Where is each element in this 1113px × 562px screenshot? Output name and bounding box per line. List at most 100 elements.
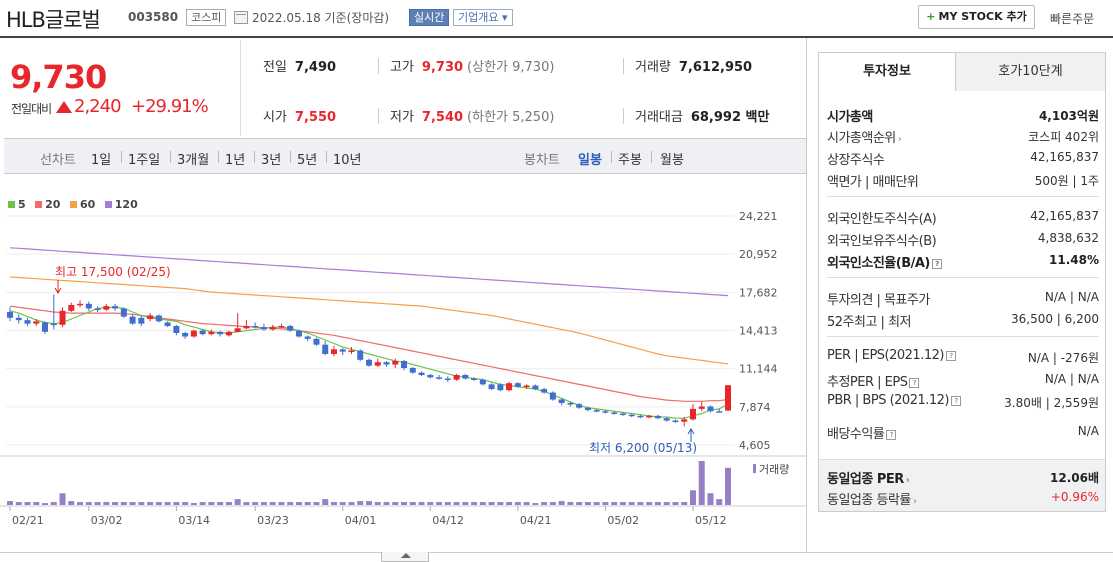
volume-bar — [138, 502, 145, 505]
volume-bar — [182, 502, 189, 505]
candle-body — [383, 362, 390, 365]
row-shares-listed: 상장주식수 42,165,837 — [827, 150, 1099, 168]
volume-bar — [24, 502, 31, 505]
candle-body — [155, 315, 162, 322]
volume-bar — [392, 502, 399, 505]
volume-legend: 거래량 — [759, 463, 789, 476]
row-per-eps[interactable]: PER | EPS(2021.12)? N/A | -276원 — [827, 348, 1099, 365]
candle-body — [147, 315, 154, 319]
change-label: 전일대비 — [11, 102, 52, 116]
volume-bar — [716, 499, 723, 505]
row-industry-change[interactable]: 동일업종 등락률 › +0.96% — [827, 490, 1099, 508]
volume-bar — [576, 502, 583, 505]
row-est-per-eps[interactable]: 추정PER | EPS? N/A | N/A — [827, 372, 1099, 390]
candle-body — [427, 375, 434, 378]
volume-bar — [462, 502, 469, 505]
base-date: 2022.05.18 기준(장마감) — [252, 11, 390, 25]
volume-bar — [234, 499, 241, 505]
period-1y[interactable]: 1년 — [225, 153, 246, 168]
period-3y[interactable]: 3년 — [261, 153, 282, 168]
candle-body — [313, 338, 320, 345]
annotation-low: 최저 6,200 (05/13) — [589, 441, 697, 455]
candle-body — [287, 325, 294, 331]
volume-bar — [672, 502, 679, 505]
chart-right-border — [806, 38, 807, 552]
row-market-cap: 시가총액 4,103억원 — [827, 109, 1099, 125]
row-industry-per[interactable]: 동일업종 PER › 12.06배 — [827, 471, 1099, 487]
volume-bar — [628, 502, 635, 505]
volume-bar — [637, 502, 644, 505]
chevron-right-icon: › — [912, 496, 917, 507]
volume-bar — [488, 502, 495, 505]
header-divider — [0, 36, 1113, 38]
candle-body — [619, 413, 626, 416]
price-chart[interactable]: 24,221 20,952 17,682 14,413 11,144 7,874 4,605… — [0, 176, 808, 552]
legend-ma120: 120 — [104, 198, 138, 211]
volume-bar — [549, 502, 556, 505]
row-market-cap-rank[interactable]: 시가총액순위 › 코스피 402위 — [827, 130, 1099, 146]
candle-body — [401, 361, 408, 369]
period-1d[interactable]: 1일 — [91, 153, 112, 168]
company-overview-dropdown[interactable]: 기업개요 ▾ — [453, 9, 513, 26]
x-tick-label: 03/02 — [91, 514, 123, 527]
candle-body — [584, 407, 591, 411]
candle-body — [479, 379, 486, 385]
row-52w-high-low: 52주최고 | 최저 36,500 | 6,200 — [827, 312, 1099, 330]
tab-orderbook[interactable]: 호가10단계 — [956, 53, 1105, 91]
candle-body — [409, 368, 416, 373]
quick-order-link[interactable]: 빠른주문 — [1050, 12, 1095, 26]
candle-body — [549, 392, 556, 400]
candle-body — [374, 362, 381, 366]
volume-bar — [654, 502, 661, 505]
chart-period-bar: 선차트 1일 1주일 3개월 1년 3년 5년 10년 봉차트 일봉 주봉 월봉 — [4, 138, 806, 174]
candle-body — [681, 419, 688, 422]
change-value: 2,240 — [74, 96, 122, 117]
investment-info-panel: 투자정보 호가10단계 시가총액 4,103억원 시가총액순위 › 코스피 402위 … — [818, 52, 1106, 512]
row-dividend-yield[interactable]: 배당수익률? N/A — [827, 424, 1099, 442]
help-icon: ? — [931, 259, 942, 269]
candle-body — [444, 378, 451, 381]
volume-bar — [725, 467, 731, 505]
candle-monthly[interactable]: 월봉 — [660, 153, 684, 168]
add-my-stock-button[interactable]: + MY STOCK 추가 — [918, 5, 1035, 29]
candle-body — [120, 308, 127, 317]
volume-bar — [7, 501, 13, 505]
period-5y[interactable]: 5년 — [297, 153, 318, 168]
x-tick-label: 02/21 — [12, 514, 44, 527]
tab-invest-info[interactable]: 투자정보 — [819, 53, 956, 91]
stat-open: 시가 7,550 — [263, 110, 337, 125]
x-tick-label: 04/12 — [432, 514, 464, 527]
candle-body — [304, 336, 311, 339]
row-pbr-bps[interactable]: PBR | BPS (2021.12)? 3.80배 | 2,559원 — [827, 393, 1099, 410]
up-arrow-icon — [56, 101, 72, 113]
candle-body — [436, 377, 443, 379]
realtime-button[interactable]: 실시간 — [409, 9, 450, 26]
candle-weekly[interactable]: 주봉 — [618, 153, 642, 168]
period-1w[interactable]: 1주일 — [128, 153, 161, 168]
candle-body — [357, 350, 364, 360]
candle-body — [42, 322, 49, 332]
company-name: HLB글로벌 — [6, 8, 101, 32]
candle-daily[interactable]: 일봉 — [578, 153, 602, 168]
candle-body — [112, 306, 119, 309]
row-foreign-ratio[interactable]: 외국인소진율(B/A)? 11.48% — [827, 253, 1099, 271]
candle-body — [260, 327, 267, 330]
candle-body — [59, 310, 66, 325]
candle-body — [15, 317, 22, 321]
volume-bar — [304, 502, 311, 505]
period-10y[interactable]: 10년 — [333, 153, 362, 168]
volume-legend-swatch — [753, 464, 756, 473]
high-arrow-head-icon — [54, 287, 62, 294]
candle-body — [593, 410, 600, 412]
candle-body — [77, 303, 84, 306]
candle-body — [453, 375, 460, 380]
candle-body — [471, 378, 478, 381]
period-3m[interactable]: 3개월 — [177, 153, 210, 168]
volume-bar — [120, 502, 127, 505]
volume-bar — [401, 502, 408, 505]
candle-body — [506, 383, 513, 391]
collapse-chart-toggle[interactable] — [381, 552, 429, 562]
volume-bar — [348, 502, 355, 505]
stat-prev-close: 전일 7,490 — [263, 60, 337, 75]
candle-body — [707, 406, 714, 412]
